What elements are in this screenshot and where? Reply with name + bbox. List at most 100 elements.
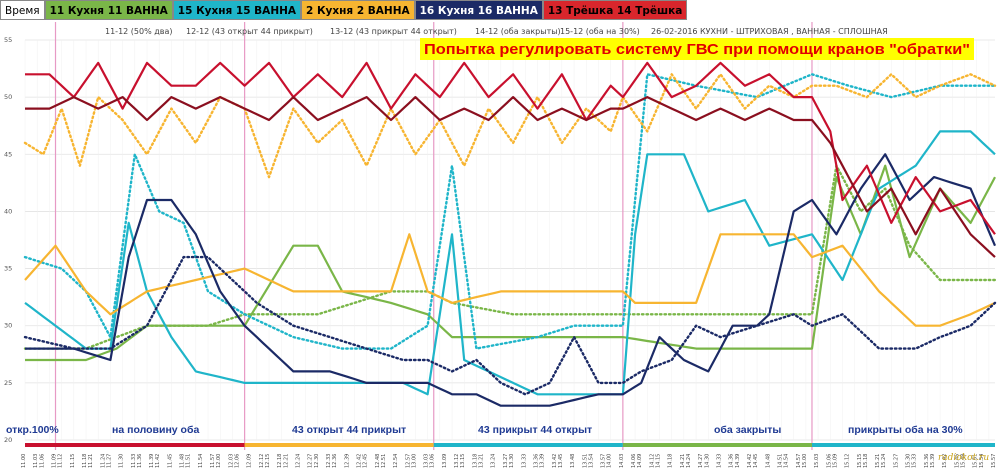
x-tick-label: 13.00 [411, 454, 417, 468]
x-tick-label: 15.48 [960, 454, 966, 468]
x-tick-label: 13.03 [424, 454, 430, 468]
x-tick-label: 15.15 [857, 454, 863, 468]
x-tick-label: 15.54 [979, 454, 985, 468]
x-tick-label: 13.57 [601, 454, 607, 468]
legend-bar: Время 11 Кухня 11 ВАННА 15 Кухня 15 ВАННА… [0, 0, 1000, 22]
period-band [622, 443, 812, 447]
x-tick-label: 11.48 [180, 454, 186, 468]
x-tick-label: 15.42 [942, 454, 948, 468]
series-line [25, 153, 997, 407]
x-tick-label: 15.36 [924, 454, 930, 468]
x-tick-label: 14.54 [784, 454, 790, 468]
x-tick-label: 13.51 [582, 454, 588, 468]
x-tick-label: 11.51 [186, 454, 192, 468]
x-tick-label: 15.06 [826, 454, 832, 468]
y-tick-label: 40 [4, 207, 12, 215]
period-label: 26-02-2016 [651, 27, 698, 36]
zone-label: на половину оба [112, 424, 199, 436]
x-tick-label: 14.57 [796, 454, 802, 468]
period-band [433, 443, 623, 447]
x-tick-label: 12.51 [381, 454, 387, 468]
x-tick-label: 11.42 [155, 454, 161, 468]
x-tick-label: 13.54 [588, 454, 594, 468]
x-tick-label: 15.03 [814, 454, 820, 468]
period-band [244, 443, 434, 447]
y-tick-label: 35 [4, 265, 12, 273]
series-line [23, 73, 997, 179]
series-line [23, 255, 997, 396]
x-tick-label: 14.33 [716, 454, 722, 468]
legend-entry: 11 Кухня 11 ВАННА [44, 0, 173, 20]
x-tick-label: 12.57 [405, 454, 411, 468]
x-tick-label: 15.09 [832, 454, 838, 468]
legend-time-label: Время [0, 0, 45, 20]
x-tick-label: 15.45 [954, 454, 960, 468]
zone-label: откр.100% [6, 424, 59, 436]
x-tick-label: 11.18 [82, 454, 88, 468]
x-tick-label: 15.24 [881, 454, 887, 468]
x-tick-label: 11.24 [100, 454, 106, 468]
period-band [25, 443, 56, 447]
x-tick-label: 14.18 [668, 454, 674, 468]
x-tick-label: 13.24 [491, 454, 497, 468]
x-tick-label: 15.57 [991, 454, 997, 468]
x-tick-label: 12.54 [393, 454, 399, 468]
x-tick-label: 14.39 [735, 454, 741, 468]
x-tick-label: 12.33 [326, 454, 332, 468]
series-line [25, 96, 996, 258]
x-tick-label: 11.27 [106, 454, 112, 468]
y-tick-label: 45 [4, 150, 12, 158]
x-tick-label: 11.15 [70, 454, 76, 468]
x-tick-label: 13.36 [533, 454, 539, 468]
annotation-background [420, 38, 974, 60]
zone-label: прикрыты оба на 30% [848, 424, 963, 436]
x-tick-label: 14.15 [655, 454, 661, 468]
zone-label: 43 открыт 44 прикрыт [292, 424, 406, 436]
x-tick-label: 14.24 [686, 454, 692, 468]
x-tick-label: 12.15 [265, 454, 271, 468]
x-tick-label: 12.03 [228, 454, 234, 468]
x-tick-label: 15.18 [863, 454, 869, 468]
legend-entry: 13 Трёшка 14 Трёшка [542, 0, 688, 20]
x-tick-label: 13.27 [503, 454, 509, 468]
x-tick-label: 14.42 [747, 454, 753, 468]
zone-label: 43 прикрыт 44 открыт [478, 424, 592, 436]
x-tick-label: 15.30 [906, 454, 912, 468]
x-tick-label: 13.15 [460, 454, 466, 468]
x-tick-label: 15.12 [845, 454, 851, 468]
x-tick-label: 12.00 [216, 454, 222, 468]
x-tick-label: 11.54 [198, 454, 204, 468]
x-tick-label: 12.12 [259, 454, 265, 468]
period-band [55, 443, 245, 447]
x-tick-label: 14.51 [777, 454, 783, 468]
x-tick-label: 12.36 [332, 454, 338, 468]
x-tick-label: 12.21 [283, 454, 289, 468]
x-tick-label: 11.45 [167, 454, 173, 468]
x-tick-label: 15.33 [912, 454, 918, 468]
period-band [811, 443, 995, 447]
period-label: 11-12 (50% два) [105, 27, 173, 36]
x-tick-label: 13.21 [479, 454, 485, 468]
legend-entry: 2 Кухня 2 ВАННА [301, 0, 415, 20]
x-tick-label: 14.12 [649, 454, 655, 468]
x-tick-label: 11.09 [52, 454, 58, 468]
x-tick-label: 11.06 [39, 454, 45, 468]
legend-entry: 16 Кухня 16 ВАННА [414, 0, 543, 20]
x-tick-label: 12.06 [235, 454, 241, 468]
x-tick-label: 13.12 [454, 454, 460, 468]
x-tick-label: 11.33 [131, 454, 137, 468]
series-line [24, 233, 996, 327]
x-tick-label: 13.39 [540, 454, 546, 468]
x-tick-label: 12.18 [277, 454, 283, 468]
x-tick-label: 12.30 [314, 454, 320, 468]
x-tick-label: 15.21 [875, 454, 881, 468]
x-tick-label: 14.27 [698, 454, 704, 468]
x-tick-label: 11.12 [58, 454, 64, 468]
x-tick-label: 11.39 [149, 454, 155, 468]
period-label: 12-12 (43 открыт 44 прикрыт) [186, 27, 313, 36]
x-tick-label: 14.21 [680, 454, 686, 468]
x-tick-label: 13.30 [509, 454, 515, 468]
x-tick-label: 13.48 [570, 454, 576, 468]
y-tick-label: 55 [4, 36, 12, 44]
